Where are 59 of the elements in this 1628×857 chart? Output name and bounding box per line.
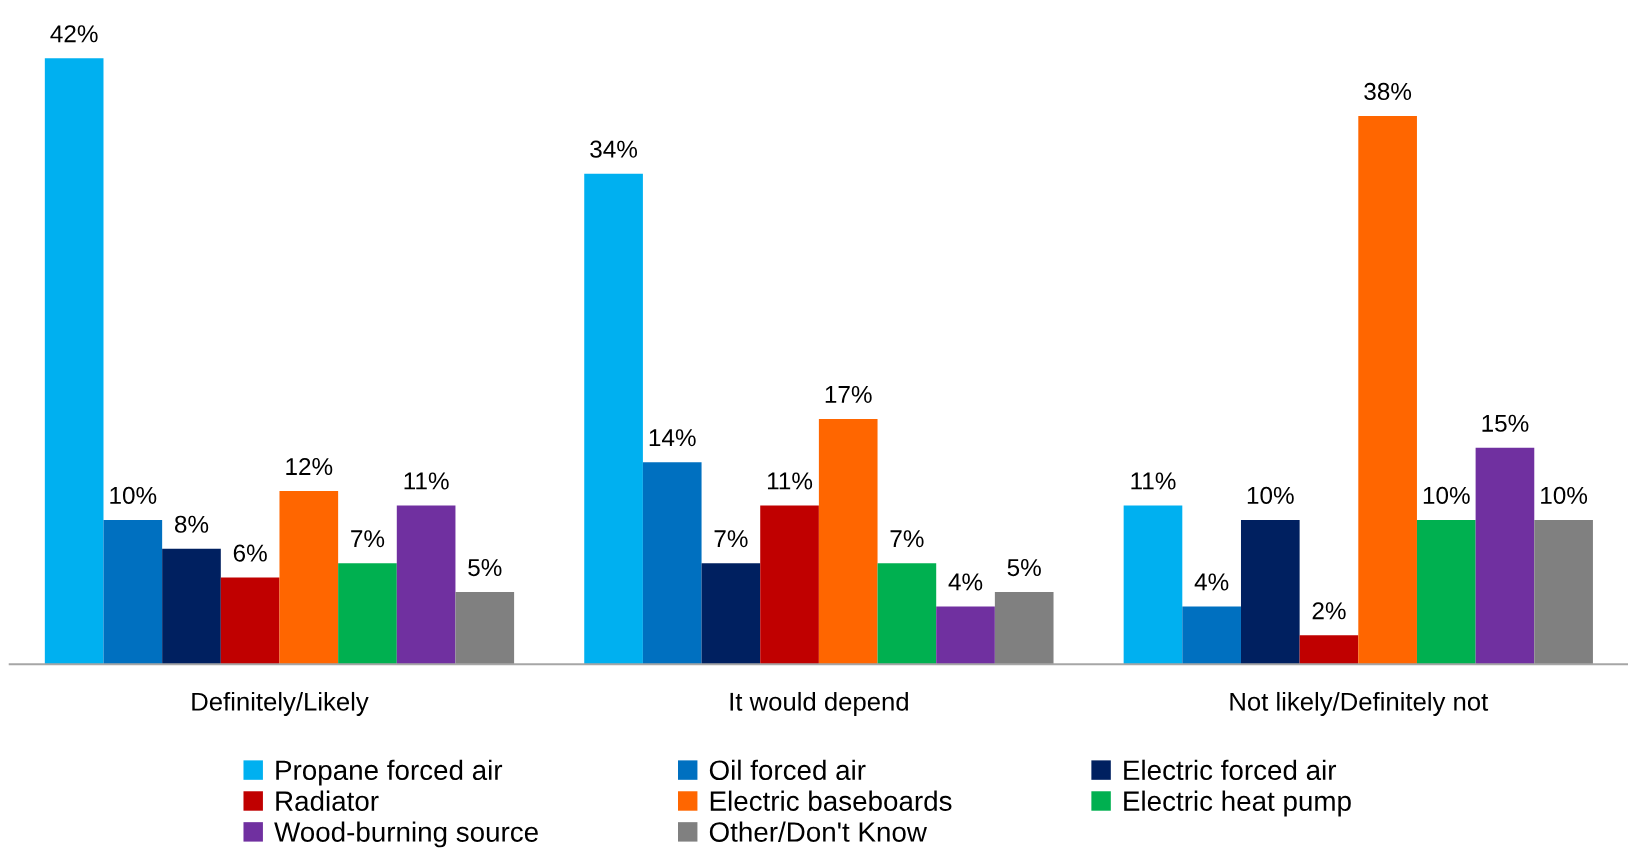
data-label: 10%: [1247, 486, 1294, 504]
bar: [103, 519, 163, 665]
bar: [760, 505, 819, 665]
bar: [818, 418, 878, 665]
data-label: 4%: [948, 573, 983, 591]
x-tick-label: It would depend: [730, 691, 908, 716]
data-label: 11%: [1131, 472, 1176, 490]
bar: [1240, 519, 1300, 665]
data-label: 11%: [767, 472, 813, 490]
bar: [936, 606, 995, 665]
data-label: 10%: [1541, 486, 1588, 504]
data-label: 7%: [890, 530, 924, 548]
data-label: 15%: [1482, 414, 1529, 432]
legend-label: Radiator: [276, 790, 379, 811]
data-label: 2%: [1312, 602, 1346, 620]
bar: [1123, 505, 1183, 665]
x-tick-label: Not likely/Definitely not: [1230, 691, 1489, 716]
bar: [877, 563, 937, 665]
data-label: 4%: [1194, 573, 1229, 591]
x-tick-label: Definitely/Likely: [192, 691, 369, 716]
bar: [1416, 519, 1476, 665]
bar: [279, 491, 339, 665]
bar: [1534, 519, 1593, 665]
legend-label: Electric heat pump: [1124, 790, 1351, 817]
legend-label: Oil forced air: [709, 759, 866, 781]
data-label: 7%: [714, 530, 748, 548]
bar: [994, 592, 1054, 665]
data-label: 10%: [110, 486, 157, 504]
bar: [455, 592, 515, 665]
data-label: 42%: [50, 25, 98, 43]
bar: [1182, 606, 1241, 665]
data-label: 5%: [468, 559, 502, 577]
legend-label: Electric baseboards: [710, 790, 952, 811]
bar: [338, 563, 397, 665]
data-label: 5%: [1007, 559, 1041, 577]
data-label: 12%: [286, 457, 333, 476]
data-label: 11%: [404, 472, 449, 490]
data-label: 17%: [825, 385, 872, 403]
legend-label: Other/Don't Know: [709, 821, 927, 842]
bar: [642, 462, 702, 665]
bar: [162, 548, 221, 665]
bar: [1299, 635, 1359, 665]
legend-label: Electric forced air: [1124, 759, 1337, 781]
data-label: 6%: [233, 544, 267, 562]
data-label: 38%: [1364, 82, 1412, 101]
data-label: 34%: [590, 140, 638, 158]
bar: [1475, 447, 1535, 665]
data-label: 7%: [351, 530, 385, 548]
bar: [220, 577, 280, 665]
bar: [396, 505, 456, 665]
bar: [44, 58, 104, 665]
legend-label: Wood-burning source: [274, 821, 538, 848]
bar: [584, 173, 643, 665]
data-label: 10%: [1423, 486, 1470, 504]
data-label: 8%: [174, 515, 209, 533]
legend-label: Propane forced air: [276, 759, 503, 786]
bar: [701, 563, 761, 665]
bar: [1358, 116, 1417, 665]
data-label: 14%: [649, 429, 696, 447]
